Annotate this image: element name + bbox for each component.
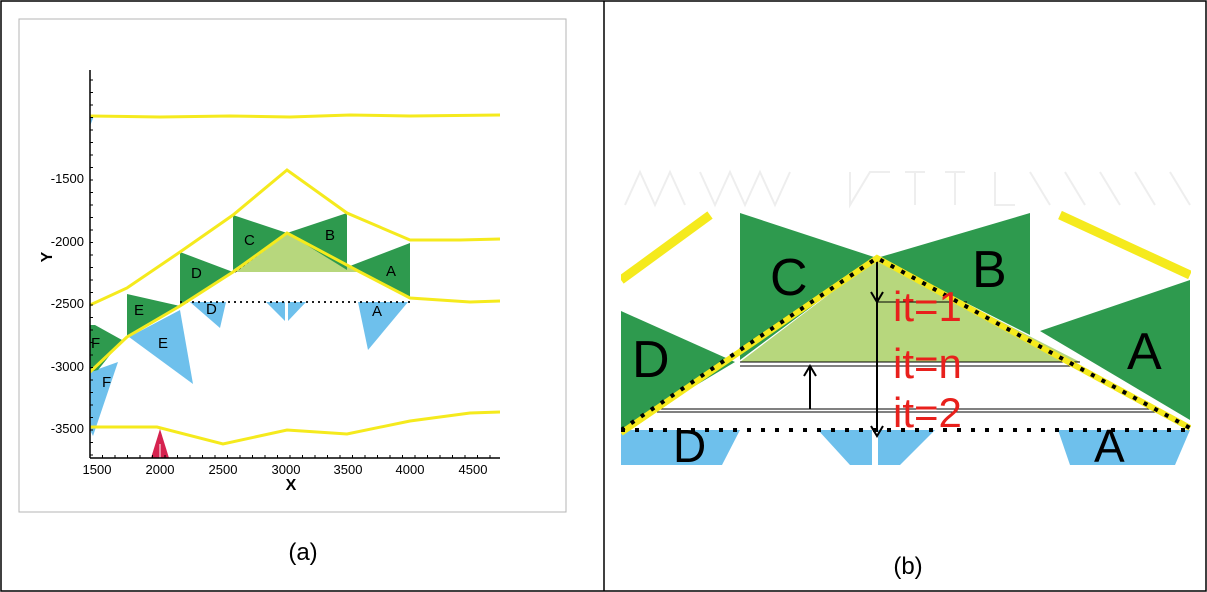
block-label: C — [244, 232, 255, 249]
block-label: A — [1127, 323, 1162, 381]
sliding-prism-a — [235, 233, 360, 272]
block-a-upper-e — [127, 294, 180, 337]
block-b-upper-a — [1040, 280, 1190, 420]
iteration-label: it=1 — [893, 283, 962, 330]
x-tick-label: 2500 — [209, 462, 238, 477]
axis-ticks — [89, 79, 491, 458]
block-label: F — [102, 374, 111, 391]
caption-b: (b) — [893, 553, 922, 580]
iteration-arrows — [803, 258, 884, 438]
block-label: C — [770, 249, 808, 307]
y-axis-label: Y — [39, 251, 56, 262]
block-b-lower-d — [621, 430, 740, 465]
block-a-lower-d — [190, 302, 226, 328]
y-tick-label: -2000 — [51, 234, 84, 249]
red-marker — [151, 429, 169, 458]
block-label: D — [206, 301, 217, 318]
block-a-top-sliver — [90, 116, 94, 126]
block-label: A — [1094, 420, 1125, 472]
block-a-upper-d — [180, 252, 233, 305]
block-b-upper-c — [740, 213, 877, 360]
iteration-label: it=2 — [893, 389, 962, 436]
block-label: A — [386, 263, 396, 280]
block-a-upper-c — [233, 215, 287, 270]
block-a-upper-f — [90, 325, 122, 372]
y-tick-label: -3000 — [51, 359, 84, 374]
x-tick-label: 4000 — [396, 462, 425, 477]
x-tick-label: 3500 — [334, 462, 363, 477]
sliding-prism-b — [740, 258, 1080, 362]
block-label: D — [191, 265, 202, 282]
block-a-lower-e — [129, 310, 193, 384]
block-label: E — [158, 335, 168, 352]
panel-a: -1500 -2000 -2500 -3000 -3500 1500 2000 … — [18, 18, 567, 566]
x-tick-label: 4500 — [459, 462, 488, 477]
y-tick-label: -2500 — [51, 296, 84, 311]
faint-pattern — [624, 169, 1191, 209]
block-a-upper-a — [350, 243, 410, 298]
block-label: E — [134, 302, 144, 319]
x-axis-label: X — [286, 477, 297, 494]
block-label: A — [372, 303, 382, 320]
block-b-upper-b — [877, 213, 1030, 335]
block-label: F — [91, 335, 100, 352]
y-tick-label: -3500 — [51, 421, 84, 436]
x-tick-label: 1500 — [83, 462, 112, 477]
block-label: B — [325, 227, 335, 244]
block-b-lower-mid — [818, 430, 872, 465]
block-a-lower-mid2 — [288, 302, 306, 321]
yellow-lines-a — [90, 113, 500, 446]
block-a-lower-mid — [266, 302, 285, 321]
x-tick-label: 2000 — [146, 462, 175, 477]
block-label: D — [673, 420, 706, 472]
iteration-lines — [657, 301, 1160, 413]
block-a-lower-a — [358, 302, 408, 350]
panel-b: D C B A D A it=1 it=n it=2 (b) — [621, 169, 1191, 580]
block-label: B — [972, 241, 1007, 299]
block-b-upper-d — [621, 311, 735, 430]
iteration-label: it=n — [893, 340, 962, 387]
x-tick-label: 3000 — [272, 462, 301, 477]
block-b-lower-mid2 — [878, 430, 935, 465]
y-tick-label: -1500 — [51, 171, 84, 186]
block-label: D — [632, 331, 670, 389]
caption-a: (a) — [288, 539, 317, 566]
block-a-lower-f — [90, 362, 118, 436]
yellow-lines-b — [621, 210, 1191, 436]
block-b-lower-a — [1058, 430, 1190, 465]
